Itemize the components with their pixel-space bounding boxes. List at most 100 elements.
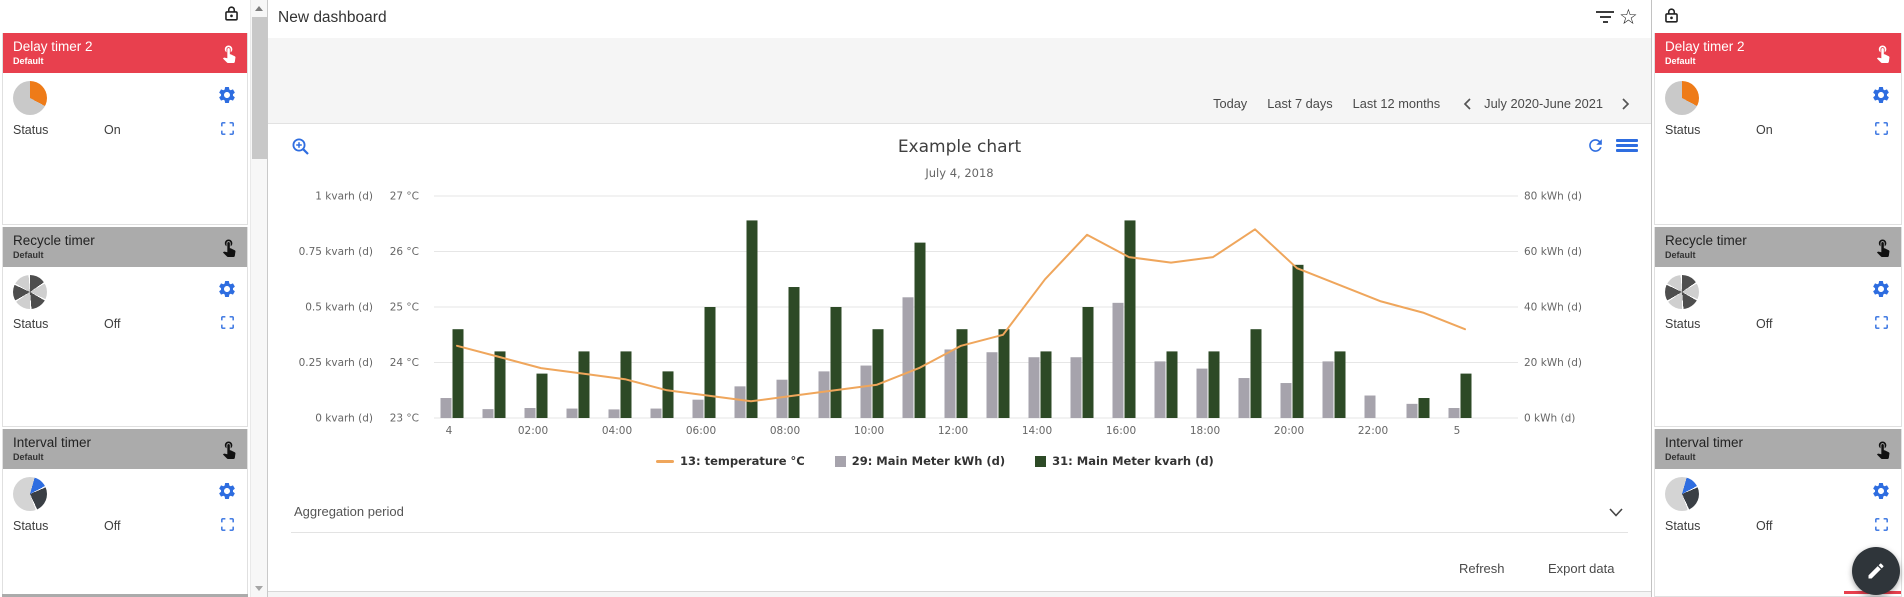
- settings-gear-icon[interactable]: [1871, 85, 1891, 105]
- fullscreen-icon[interactable]: [219, 516, 236, 533]
- status-label: Status: [13, 123, 49, 137]
- timer-card-subtitle: Default: [13, 56, 44, 66]
- dashboard-header: New dashboard ☆: [268, 0, 1651, 38]
- range-button-last12months[interactable]: Last 12 months: [1352, 96, 1441, 111]
- status-value: Off: [104, 519, 121, 533]
- left-panel-scrollbar[interactable]: [250, 0, 267, 597]
- fullscreen-icon[interactable]: [219, 314, 236, 331]
- settings-gear-icon[interactable]: [217, 279, 237, 299]
- status-label: Status: [1665, 123, 1701, 137]
- manual-override-icon[interactable]: [219, 43, 239, 63]
- status-value: Off: [104, 317, 121, 331]
- timer-card-header: Recycle timer Default: [3, 227, 247, 267]
- svg-text:80 kWh (d): 80 kWh (d): [1524, 191, 1582, 203]
- legend-square-swatch: [834, 455, 846, 467]
- scroll-up-arrow-icon[interactable]: [255, 6, 263, 11]
- svg-text:22:00: 22:00: [1358, 425, 1388, 437]
- date-range-toolbar: Today Last 7 days Last 12 months July 20…: [1193, 96, 1631, 111]
- timer-card-delay-timer-2: Delay timer 2 Default Status On: [2, 33, 248, 225]
- svg-text:14:00: 14:00: [1022, 425, 1052, 437]
- page-title: New dashboard: [278, 9, 387, 26]
- next-card-peek: [2, 594, 248, 597]
- svg-text:1 kvarh (d): 1 kvarh (d): [315, 191, 373, 203]
- filter-icon[interactable]: [1595, 11, 1615, 27]
- settings-gear-icon[interactable]: [1871, 279, 1891, 299]
- svg-text:02:00: 02:00: [518, 425, 548, 437]
- scrollbar-thumb[interactable]: [252, 17, 267, 159]
- svg-text:0.5 kvarh (d): 0.5 kvarh (d): [305, 302, 373, 314]
- export-data-button[interactable]: Export data: [1548, 561, 1615, 576]
- svg-text:25 °C: 25 °C: [390, 302, 419, 314]
- chart-legend: 13: temperature °C 29: Main Meter kWh (d)…: [656, 454, 1244, 468]
- svg-text:4: 4: [446, 425, 453, 437]
- star-icon[interactable]: ☆: [1619, 5, 1638, 29]
- lock-icon[interactable]: [1662, 6, 1681, 30]
- svg-text:27 °C: 27 °C: [390, 191, 419, 203]
- svg-text:60 kWh (d): 60 kWh (d): [1524, 246, 1582, 258]
- svg-text:08:00: 08:00: [770, 425, 800, 437]
- svg-text:06:00: 06:00: [686, 425, 716, 437]
- timer-card-title: Interval timer: [1665, 435, 1744, 450]
- svg-text:04:00: 04:00: [602, 425, 632, 437]
- timer-card-subtitle: Default: [1665, 56, 1696, 66]
- timer-card-subtitle: Default: [13, 452, 44, 462]
- fullscreen-icon[interactable]: [1873, 314, 1890, 331]
- svg-text:26 °C: 26 °C: [390, 246, 419, 258]
- settings-gear-icon[interactable]: [217, 481, 237, 501]
- timer-card-recycle-timer: Recycle timer Default Status Off: [1654, 227, 1902, 427]
- status-label: Status: [1665, 317, 1701, 331]
- timer-card-title: Delay timer 2: [13, 39, 93, 54]
- scroll-down-arrow-icon[interactable]: [255, 586, 263, 591]
- range-button-today[interactable]: Today: [1213, 96, 1248, 111]
- svg-text:20:00: 20:00: [1274, 425, 1304, 437]
- recycle-timer-pie-icon: [13, 275, 47, 309]
- svg-text:24 °C: 24 °C: [390, 357, 419, 369]
- manual-override-icon[interactable]: [219, 439, 239, 459]
- settings-gear-icon[interactable]: [1871, 481, 1891, 501]
- svg-text:40 kWh (d): 40 kWh (d): [1524, 302, 1582, 314]
- legend-label: 31: Main Meter kvarh (d): [1052, 454, 1214, 468]
- timer-card-header: Interval timer Default: [3, 429, 247, 469]
- chart-menu-icon[interactable]: [1616, 139, 1638, 153]
- fullscreen-icon[interactable]: [1873, 516, 1890, 533]
- settings-gear-icon[interactable]: [217, 85, 237, 105]
- range-button-last7days[interactable]: Last 7 days: [1267, 96, 1333, 111]
- chart-title: Example chart: [897, 137, 1022, 157]
- svg-text:0 kvarh (d): 0 kvarh (d): [315, 413, 373, 425]
- interval-timer-pie-icon: [1665, 477, 1699, 511]
- zoom-in-icon[interactable]: [291, 137, 311, 157]
- manual-override-icon[interactable]: [1873, 237, 1893, 257]
- fullscreen-icon[interactable]: [1873, 120, 1890, 137]
- svg-text:0.25 kvarh (d): 0.25 kvarh (d): [299, 357, 373, 369]
- lock-icon[interactable]: [222, 4, 241, 28]
- fullscreen-icon[interactable]: [219, 120, 236, 137]
- dashboard-main: New dashboard ☆ Today Last 7 days Last 1…: [267, 0, 1651, 597]
- right-timer-panel: Delay timer 2 Default Status On Recycle …: [1651, 0, 1904, 597]
- chevron-right-icon[interactable]: [1619, 97, 1631, 111]
- svg-text:10:00: 10:00: [854, 425, 884, 437]
- timer-card-title: Recycle timer: [1665, 233, 1747, 248]
- legend-item-kvarh[interactable]: 31: Main Meter kvarh (d): [1035, 454, 1214, 468]
- manual-override-icon[interactable]: [219, 237, 239, 257]
- recycle-timer-pie-icon: [1665, 275, 1699, 309]
- period-label: July 2020-June 2021: [1484, 96, 1603, 111]
- timer-card-title: Interval timer: [13, 435, 92, 450]
- timer-card-header: Delay timer 2 Default: [3, 33, 247, 73]
- edit-dashboard-fab[interactable]: [1852, 547, 1900, 595]
- chevron-left-icon[interactable]: [1462, 97, 1474, 111]
- legend-item-temperature[interactable]: 13: temperature °C: [656, 454, 805, 468]
- legend-item-kwh[interactable]: 29: Main Meter kWh (d): [834, 454, 1005, 468]
- chart-refresh-icon[interactable]: [1586, 136, 1605, 155]
- manual-override-icon[interactable]: [1873, 43, 1893, 63]
- refresh-button[interactable]: Refresh: [1459, 561, 1505, 576]
- timer-card-title: Recycle timer: [13, 233, 95, 248]
- status-value: Off: [1756, 519, 1773, 533]
- delay-timer-pie-icon: [13, 81, 47, 115]
- timer-card-header: Recycle timer Default: [1655, 227, 1901, 267]
- chevron-down-icon[interactable]: [1608, 505, 1624, 519]
- svg-text:20 kWh (d): 20 kWh (d): [1524, 357, 1582, 369]
- manual-override-icon[interactable]: [1873, 439, 1893, 459]
- legend-line-swatch: [656, 459, 674, 463]
- timer-card-title: Delay timer 2: [1665, 39, 1745, 54]
- aggregation-period-label: Aggregation period: [294, 504, 404, 519]
